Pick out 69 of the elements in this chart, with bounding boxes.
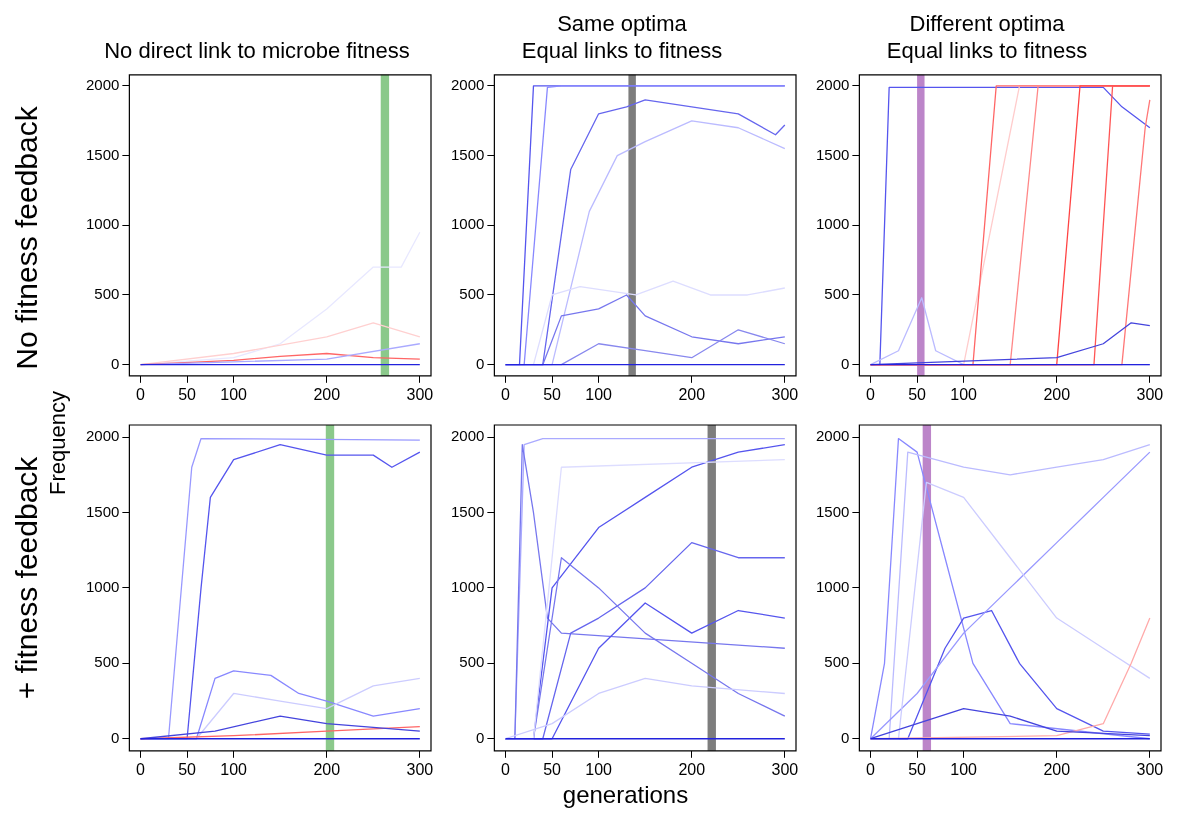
x-tick-label: 200 [1043, 385, 1071, 403]
x-tick-label: 200 [678, 385, 706, 403]
x-tick-label: 50 [543, 760, 562, 778]
chart-title: Different optima [909, 11, 1066, 37]
y-tick-label: 1500 [85, 502, 120, 520]
y-tick-label: 2000 [85, 76, 120, 94]
chart-title: Same optima [557, 11, 688, 37]
x-tick-label: 100 [220, 760, 248, 778]
x-tick-label: 300 [1136, 760, 1164, 778]
x-tick-label: 100 [950, 385, 978, 403]
x-tick-label: 0 [866, 385, 876, 403]
x-tick-label: 0 [501, 760, 511, 778]
y-tick-label: 500 [824, 653, 850, 671]
y-tick-label: 500 [459, 653, 485, 671]
chart-title: No direct link to microbe fitness [104, 37, 410, 63]
y-tick-label: 0 [111, 728, 120, 746]
y-tick-label: 2000 [450, 76, 485, 94]
x-tick-label: 50 [543, 385, 562, 403]
y-tick-label: 1000 [450, 578, 485, 596]
y-tick-label: 1000 [450, 215, 485, 233]
y-tick-label: 500 [94, 653, 120, 671]
y-tick-label: 1500 [815, 145, 850, 163]
x-tick-label: 50 [908, 385, 927, 403]
x-tick-label: 0 [866, 760, 876, 778]
y-tick-label: 500 [824, 285, 850, 303]
x-tick-label: 100 [585, 760, 613, 778]
y-tick-label: 2000 [85, 427, 120, 445]
x-tick-label: 300 [406, 385, 434, 403]
x-tick-label: 300 [406, 760, 434, 778]
y-tick-label: 2000 [815, 76, 850, 94]
y-tick-label: 1000 [85, 578, 120, 596]
x-tick-label: 300 [1136, 385, 1164, 403]
x-tick-label: 200 [1043, 760, 1071, 778]
y-tick-label: 0 [841, 354, 850, 372]
y-tick-label: 1000 [815, 578, 850, 596]
y-tick-label: 1000 [815, 215, 850, 233]
y-tick-label: 0 [476, 728, 485, 746]
y-tick-label: 1500 [815, 502, 850, 520]
x-tick-label: 200 [313, 385, 341, 403]
chart-subtitle: Equal links to fitness [521, 37, 723, 63]
y-tick-label: 2000 [450, 427, 485, 445]
y-tick-label: 1500 [450, 145, 485, 163]
y-tick-label: 2000 [815, 427, 850, 445]
y-tick-label: 500 [459, 285, 485, 303]
y-tick-label: 0 [476, 354, 485, 372]
y-tick-label: 1000 [85, 215, 120, 233]
y-tick-label: 1500 [85, 145, 120, 163]
y-tick-label: 1500 [450, 502, 485, 520]
x-tick-label: 0 [501, 385, 511, 403]
text: Frequency [45, 391, 71, 495]
y-tick-label: 0 [111, 354, 120, 372]
x-axis-title: generations [561, 781, 690, 809]
x-tick-label: 100 [950, 760, 978, 778]
x-tick-label: 50 [908, 760, 927, 778]
x-tick-label: 300 [771, 760, 799, 778]
chart-subtitle: Equal links to fitness [886, 37, 1088, 63]
x-tick-label: 200 [313, 760, 341, 778]
x-tick-label: 50 [178, 760, 197, 778]
y-axis-title: No fitness feedback [10, 106, 44, 370]
x-tick-label: 200 [678, 760, 706, 778]
x-tick-label: 300 [771, 385, 799, 403]
x-tick-label: 100 [220, 385, 248, 403]
y-tick-label: 500 [94, 285, 120, 303]
y-axis-title: + fitness feedback [10, 456, 44, 700]
x-tick-label: 0 [136, 760, 146, 778]
x-tick-label: 0 [136, 385, 146, 403]
x-tick-label: 50 [178, 385, 197, 403]
y-tick-label: 0 [841, 728, 850, 746]
x-tick-label: 100 [585, 385, 613, 403]
